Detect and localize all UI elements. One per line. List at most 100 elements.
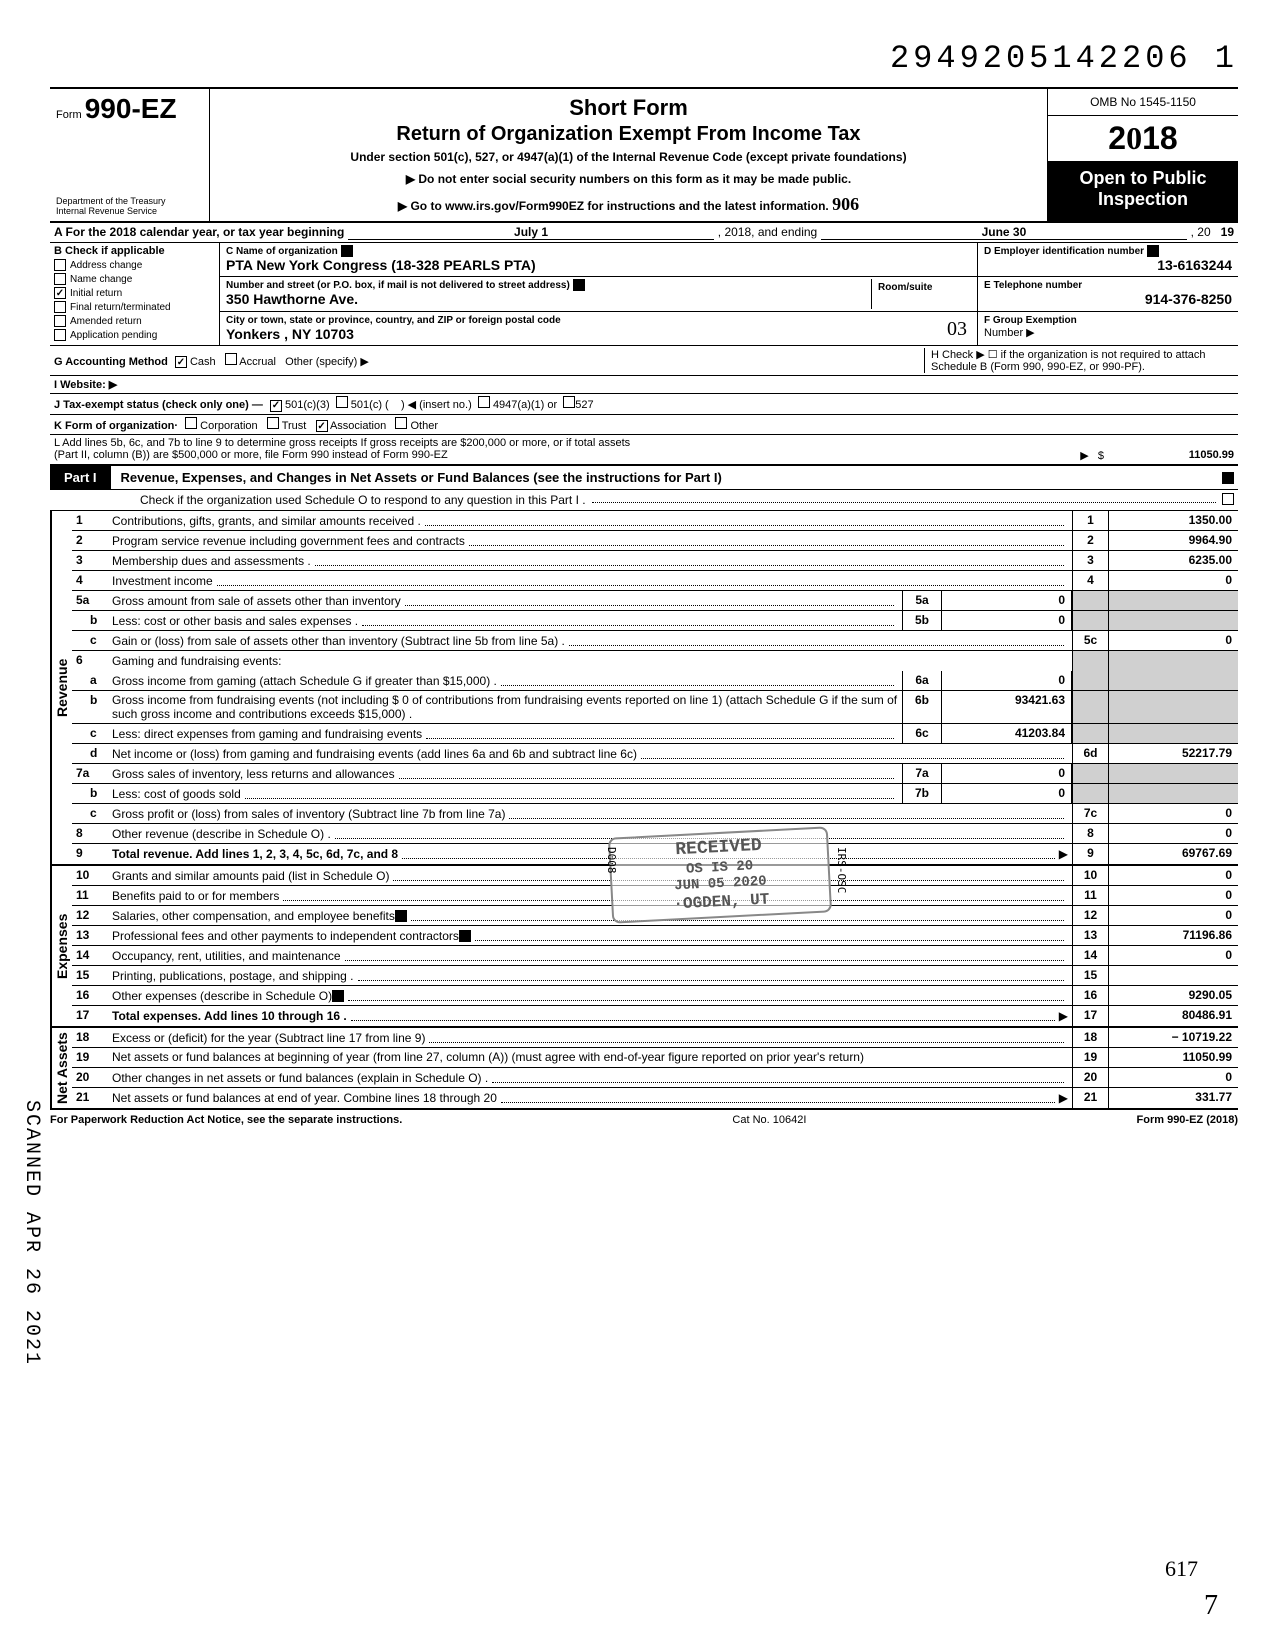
chk-527[interactable]: [563, 396, 575, 408]
row-j: J Tax-exempt status (check only one) — ✓…: [50, 394, 1238, 415]
redacted-icon: [341, 245, 353, 257]
chk-schedule-o[interactable]: [1222, 493, 1234, 505]
chk-cash[interactable]: ✓: [175, 356, 187, 368]
chk-name-change[interactable]: [54, 273, 66, 285]
line-6b-val: 93421.63: [942, 691, 1072, 723]
chk-address-change[interactable]: [54, 259, 66, 271]
line-12-val: 0: [1108, 906, 1238, 925]
line-13-val: 71196.86: [1108, 926, 1238, 945]
line-7b-val: 0: [942, 784, 1072, 803]
chk-accrual[interactable]: [225, 353, 237, 365]
hand-page-number: 617: [1165, 1556, 1198, 1582]
stamp-side-2: IRS-OSC: [835, 847, 848, 893]
expenses-label: Expenses: [50, 866, 72, 1026]
line-14-val: 0: [1108, 946, 1238, 965]
section-c: C Name of organization PTA New York Cong…: [220, 243, 978, 345]
row-i: I Website: ▶: [50, 376, 1238, 394]
chk-corp[interactable]: [185, 417, 197, 429]
line-20-val: 0: [1108, 1068, 1238, 1087]
chk-4947[interactable]: [478, 396, 490, 408]
chk-501c[interactable]: [336, 396, 348, 408]
section-b: B Check if applicable Address change Nam…: [50, 243, 220, 345]
line-10-val: 0: [1108, 866, 1238, 885]
line-7c-val: 0: [1108, 804, 1238, 823]
redacted-icon: [1147, 245, 1159, 257]
row-h: H Check ▶ ☐ if the organization is not r…: [924, 348, 1234, 373]
gross-receipts: 11050.99: [1104, 449, 1234, 462]
revenue-label: Revenue: [50, 511, 72, 864]
net-assets-label: Net Assets: [50, 1028, 72, 1108]
info-grid: B Check if applicable Address change Nam…: [50, 243, 1238, 346]
period-end: June 30: [821, 225, 1186, 240]
hand-initials: 906: [832, 194, 859, 214]
chk-assoc[interactable]: ✓: [316, 420, 328, 432]
line-3-val: 6235.00: [1108, 551, 1238, 570]
chk-amended[interactable]: [54, 315, 66, 327]
line-4-val: 0: [1108, 571, 1238, 590]
chk-trust[interactable]: [267, 417, 279, 429]
section-de: D Employer identification number 13-6163…: [978, 243, 1238, 345]
line-6c-val: 41203.84: [942, 724, 1072, 743]
line-6d-val: 52217.79: [1108, 744, 1238, 763]
redacted-icon: [395, 910, 407, 922]
line-8-val: 0: [1108, 824, 1238, 843]
line-21-val: 331.77: [1108, 1088, 1238, 1108]
revenue-section: Revenue 1Contributions, gifts, grants, a…: [50, 511, 1238, 866]
net-assets-section: Net Assets 18Excess or (deficit) for the…: [50, 1028, 1238, 1110]
redacted-icon: [573, 279, 585, 291]
line-2-val: 9964.90: [1108, 531, 1238, 550]
redacted-icon: [332, 990, 344, 1002]
corner-page-number: 7: [1204, 1590, 1218, 1622]
form-title-1: Short Form: [220, 95, 1037, 121]
org-name: PTA New York Congress (18-328 PEARLS PTA…: [226, 257, 536, 273]
open-public: Open to Public Inspection: [1048, 162, 1238, 221]
tax-period-row: A For the 2018 calendar year, or tax yea…: [50, 223, 1238, 243]
period-end-year: 19: [1221, 225, 1234, 240]
part-i-header: Part I Revenue, Expenses, and Changes in…: [50, 466, 1238, 490]
form-subtitle: Under section 501(c), 527, or 4947(a)(1)…: [220, 150, 1037, 164]
row-k: K Form of organization· Corporation Trus…: [50, 415, 1238, 436]
line-7a-val: 0: [942, 764, 1072, 783]
goto-line: ▶ Go to www.irs.gov/Form990EZ for instru…: [220, 194, 1037, 215]
hand-city-code: 03: [947, 318, 967, 341]
document-number: 2949205142206 1: [50, 40, 1238, 77]
chk-final-return[interactable]: [54, 301, 66, 313]
line-19-val: 11050.99: [1108, 1048, 1238, 1067]
line-11-val: 0: [1108, 886, 1238, 905]
line-5b-val: 0: [942, 611, 1072, 630]
line-1-val: 1350.00: [1108, 511, 1238, 530]
chk-initial-return[interactable]: ✓: [54, 287, 66, 299]
form-id: Form 990-EZ: [56, 93, 203, 125]
row-l: L Add lines 5b, 6c, and 7b to line 9 to …: [50, 435, 1238, 466]
org-address: 350 Hawthorne Ave.: [226, 291, 358, 307]
row-g-h: G Accounting Method ✓ Cash Accrual Other…: [50, 346, 1238, 376]
line-18-val: − 10719.22: [1108, 1028, 1238, 1047]
line-5a-val: 0: [942, 591, 1072, 610]
line-5c-val: 0: [1108, 631, 1238, 650]
line-16-val: 9290.05: [1108, 986, 1238, 1005]
phone: 914-376-8250: [984, 291, 1232, 307]
part-i-sub: Check if the organization used Schedule …: [50, 490, 1238, 511]
omb-number: OMB No 1545-1150: [1048, 89, 1238, 116]
dept-treasury: Department of the Treasury Internal Reve…: [56, 197, 203, 217]
line-6a-val: 0: [942, 671, 1072, 690]
stamp-side-1: D008: [605, 847, 618, 874]
form-header: Form 990-EZ Department of the Treasury I…: [50, 87, 1238, 223]
chk-app-pending[interactable]: [54, 329, 66, 341]
redacted-icon: [1222, 472, 1234, 484]
chk-other[interactable]: [395, 417, 407, 429]
chk-501c3[interactable]: ✓: [270, 400, 282, 412]
received-stamp: RECEIVED OS IS 20 JUN 05 2020 ·OGDEN, UT: [608, 826, 832, 924]
line-17-val: 80486.91: [1108, 1006, 1238, 1026]
org-city: Yonkers , NY 10703: [226, 326, 354, 342]
ein: 13-6163244: [984, 257, 1232, 273]
line-9-val: 69767.69: [1108, 844, 1238, 864]
line-15-val: [1108, 966, 1238, 985]
tax-year: 20201818: [1048, 116, 1238, 162]
period-begin: July 1: [348, 225, 713, 240]
scanned-stamp: SCANNED APR 26 2021: [20, 1100, 43, 1366]
warning-line: ▶ Do not enter social security numbers o…: [220, 172, 1037, 186]
form-title-2: Return of Organization Exempt From Incom…: [220, 123, 1037, 146]
redacted-icon: [459, 930, 471, 942]
page-footer: For Paperwork Reduction Act Notice, see …: [50, 1110, 1238, 1126]
